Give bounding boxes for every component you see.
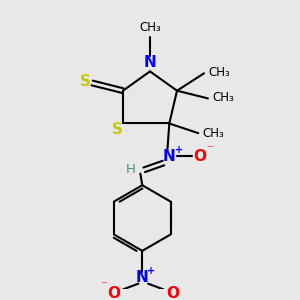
Text: S: S — [112, 122, 123, 137]
Text: O: O — [194, 149, 207, 164]
Text: CH₃: CH₃ — [203, 127, 224, 140]
Text: ⁻: ⁻ — [100, 279, 107, 292]
Text: S: S — [80, 74, 91, 88]
Text: CH₃: CH₃ — [208, 66, 230, 79]
Text: O: O — [167, 286, 180, 300]
Text: CH₃: CH₃ — [139, 22, 161, 34]
Text: +: + — [175, 145, 183, 154]
Text: +: + — [147, 266, 155, 276]
Text: N: N — [136, 270, 149, 285]
Text: N: N — [163, 149, 176, 164]
Text: H: H — [126, 163, 136, 176]
Text: CH₃: CH₃ — [212, 91, 234, 104]
Text: N: N — [144, 55, 156, 70]
Text: ⁻: ⁻ — [206, 143, 213, 156]
Text: O: O — [107, 286, 120, 300]
